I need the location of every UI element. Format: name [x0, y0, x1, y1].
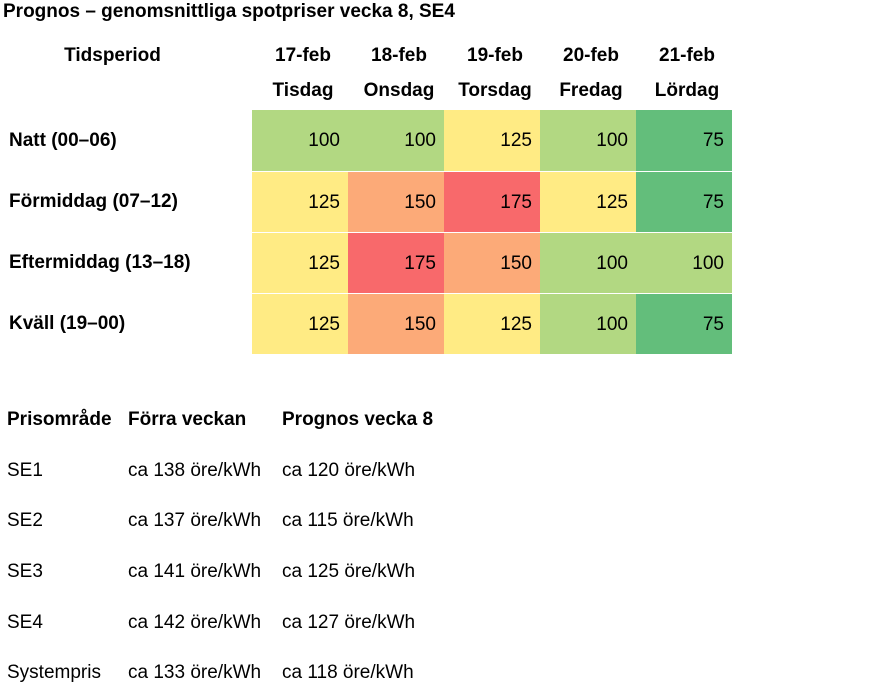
heatmap-cell: 75: [636, 293, 732, 354]
heatmap-cell: 125: [540, 171, 636, 232]
row-label: Kväll (19–00): [9, 313, 126, 334]
heatmap-cell: 150: [444, 232, 540, 293]
price-heatmap: 100 100 125 100 75 125 150 175 125 75 125 175 150 100…: [252, 110, 732, 354]
day-date-header: 18-feb: [371, 45, 427, 66]
heatmap-cell: 150: [348, 171, 444, 232]
day-date-header: 20-feb: [563, 45, 619, 66]
day-weekday-header: Torsdag: [458, 80, 532, 101]
table-row: SE1 ca 138 öre/kWh ca 120 öre/kWh: [7, 446, 433, 497]
last-week-cell: ca 133 öre/kWh: [128, 662, 262, 684]
heatmap-cell: 175: [348, 232, 444, 293]
day-weekday-header: Lördag: [654, 80, 720, 101]
heatmap-cell: 100: [540, 110, 636, 171]
column-header-forecast: Prognos vecka 8: [282, 409, 434, 431]
heatmap-cell: 100: [348, 110, 444, 171]
forecast-cell: ca 125 öre/kWh: [282, 561, 416, 583]
forecast-cell: ca 118 öre/kWh: [282, 662, 414, 684]
table-row: SE4 ca 142 öre/kWh ca 127 öre/kWh: [7, 597, 433, 648]
row-label: Förmiddag (07–12): [9, 191, 178, 212]
heatmap-cell: 125: [444, 293, 540, 354]
row-label: Eftermiddag (13–18): [9, 252, 191, 273]
day-date-header: 19-feb: [467, 45, 523, 66]
table-row: SE2 ca 137 öre/kWh ca 115 öre/kWh: [7, 496, 433, 547]
area-name-cell: SE3: [7, 561, 43, 583]
heatmap-cell: 75: [636, 171, 732, 232]
heatmap-cell: 100: [252, 110, 348, 171]
last-week-cell: ca 141 öre/kWh: [128, 561, 262, 583]
heatmap-cell: 150: [348, 293, 444, 354]
period-column-header: Tidsperiod: [64, 45, 161, 66]
column-header-last-week: Förra veckan: [128, 409, 247, 431]
heatmap-cell: 175: [444, 171, 540, 232]
heatmap-cell: 100: [540, 232, 636, 293]
row-label: Natt (00–06): [9, 130, 117, 151]
heatmap-cell: 125: [252, 293, 348, 354]
day-weekday-header: Onsdag: [363, 80, 435, 101]
price-area-table: Prisområde Förra veckan Prognos vecka 8 …: [7, 395, 433, 699]
area-name-cell: SE1: [7, 459, 43, 481]
page-title: Prognos – genomsnittliga spotpriser veck…: [3, 1, 455, 22]
column-header-area: Prisområde: [7, 409, 112, 431]
last-week-cell: ca 142 öre/kWh: [128, 611, 262, 633]
heatmap-cell: 100: [636, 232, 732, 293]
day-date-header: 17-feb: [275, 45, 331, 66]
table-row: Systempris ca 133 öre/kWh ca 118 öre/kWh: [7, 648, 433, 699]
area-name-cell: Systempris: [7, 662, 101, 684]
area-name-cell: SE4: [7, 611, 43, 633]
heatmap-cell: 75: [636, 110, 732, 171]
heatmap-cell: 125: [252, 171, 348, 232]
last-week-cell: ca 138 öre/kWh: [128, 459, 262, 481]
area-name-cell: SE2: [7, 510, 43, 532]
forecast-cell: ca 127 öre/kWh: [282, 611, 416, 633]
table-header-row: Prisområde Förra veckan Prognos vecka 8: [7, 395, 433, 446]
last-week-cell: ca 137 öre/kWh: [128, 510, 262, 532]
forecast-cell: ca 115 öre/kWh: [282, 510, 414, 532]
heatmap-cell: 125: [444, 110, 540, 171]
day-weekday-header: Tisdag: [272, 80, 334, 101]
heatmap-cell: 100: [540, 293, 636, 354]
forecast-cell: ca 120 öre/kWh: [282, 459, 416, 481]
day-date-header: 21-feb: [659, 45, 715, 66]
day-weekday-header: Fredag: [559, 80, 623, 101]
table-row: SE3 ca 141 öre/kWh ca 125 öre/kWh: [7, 547, 433, 598]
heatmap-cell: 125: [252, 232, 348, 293]
